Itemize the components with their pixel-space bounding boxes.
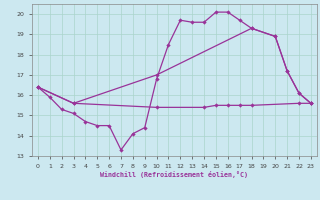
X-axis label: Windchill (Refroidissement éolien,°C): Windchill (Refroidissement éolien,°C)	[100, 171, 248, 178]
